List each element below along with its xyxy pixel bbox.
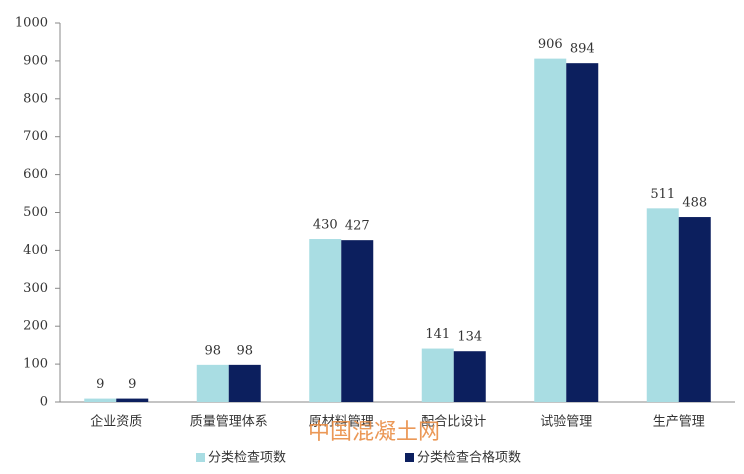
x-tick-label: 生产管理 xyxy=(653,415,705,430)
y-tick-label: 100 xyxy=(23,357,48,372)
y-tick-label: 600 xyxy=(23,167,48,182)
x-tick-label: 试验管理 xyxy=(540,414,592,430)
data-label: 98 xyxy=(236,343,253,358)
data-label: 511 xyxy=(650,187,675,202)
bar xyxy=(678,217,711,402)
legend-label: 分类检查合格项数 xyxy=(417,450,521,466)
bar xyxy=(228,364,261,402)
bar xyxy=(84,398,117,402)
x-tick-label: 原材料管理 xyxy=(309,415,374,430)
bar xyxy=(566,63,599,402)
y-tick-label: 900 xyxy=(23,53,48,68)
x-tick-label: 企业资质 xyxy=(90,414,142,430)
bar xyxy=(309,239,342,402)
data-label: 906 xyxy=(538,37,563,52)
bar xyxy=(453,351,486,402)
y-tick-label: 800 xyxy=(23,91,48,106)
data-label: 9 xyxy=(96,377,104,392)
bar xyxy=(341,240,374,402)
data-label: 134 xyxy=(457,330,482,345)
data-label: 427 xyxy=(345,219,370,234)
y-tick-label: 200 xyxy=(23,319,48,334)
bar xyxy=(534,58,567,402)
legend-label: 分类检查项数 xyxy=(208,451,286,466)
data-label: 488 xyxy=(682,196,707,211)
data-label: 430 xyxy=(313,218,338,233)
bar xyxy=(116,398,149,402)
y-tick-label: 0 xyxy=(40,395,48,410)
y-tick-label: 1000 xyxy=(15,16,48,31)
legend-swatch xyxy=(405,453,414,462)
data-label: 9 xyxy=(128,377,136,392)
y-tick-label: 700 xyxy=(23,129,48,144)
bar xyxy=(646,208,679,402)
y-tick-label: 400 xyxy=(23,243,48,258)
bar xyxy=(196,364,229,402)
legend-swatch xyxy=(196,453,205,462)
data-label: 98 xyxy=(204,343,221,358)
y-tick-label: 500 xyxy=(23,205,48,220)
x-tick-label: 质量管理体系 xyxy=(190,415,268,430)
x-tick-label: 配合比设计 xyxy=(421,415,486,430)
data-label: 141 xyxy=(425,327,450,342)
y-tick-label: 300 xyxy=(23,281,48,296)
watermark: 中国混凝土网 xyxy=(308,420,440,445)
data-label: 894 xyxy=(570,42,595,57)
bar xyxy=(421,348,454,402)
